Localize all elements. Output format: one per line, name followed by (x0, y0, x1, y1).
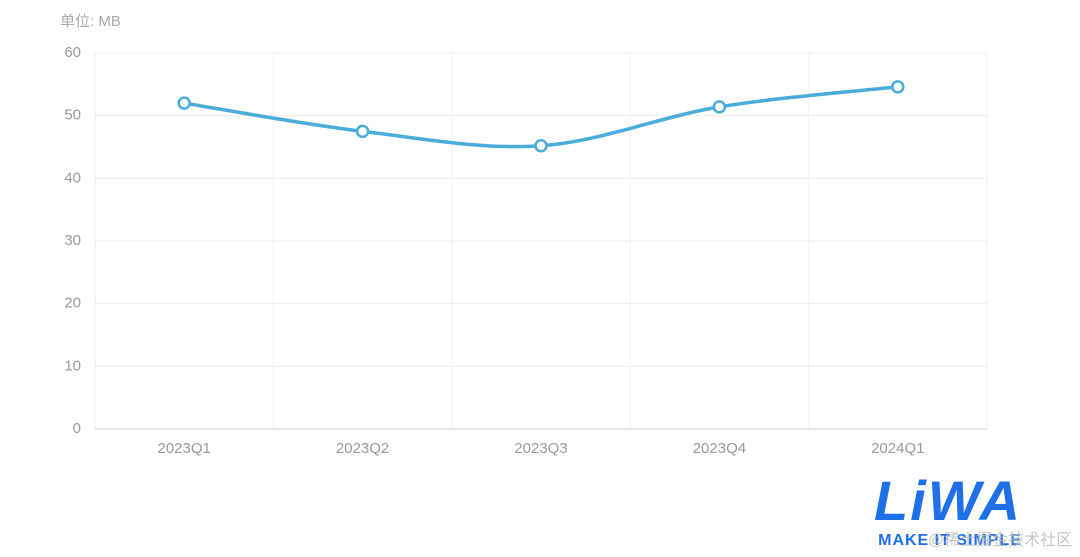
point (534, 138, 548, 153)
x-tick-label: 2023Q1 (158, 440, 211, 457)
y-tick-label: 10 (64, 357, 81, 374)
x-tick-label: 2023Q3 (514, 440, 567, 457)
point (891, 80, 905, 94)
point (355, 124, 370, 139)
y-axis-label: 单位: MB (60, 13, 121, 30)
x-tick-label: 2023Q4 (693, 440, 746, 457)
point (177, 96, 191, 110)
line (183, 85, 898, 149)
x-tick-label: 2024Q1 (871, 440, 924, 457)
y-tick-label: 40 (64, 169, 81, 186)
point (712, 100, 727, 114)
y-tick-label: 50 (64, 107, 81, 124)
x-tick-label: 2023Q2 (336, 440, 389, 457)
logo: LiWA (874, 469, 1022, 532)
watermark-credit: @稀土掘金技术社区 (928, 531, 1072, 549)
y-tick-label: 60 (64, 44, 81, 61)
slogan: MAKE IT SIMPLE (878, 532, 1022, 549)
y-tick-label: 30 (64, 232, 81, 249)
y-tick-label: 0 (73, 420, 81, 437)
y-tick-label: 20 (64, 295, 81, 312)
